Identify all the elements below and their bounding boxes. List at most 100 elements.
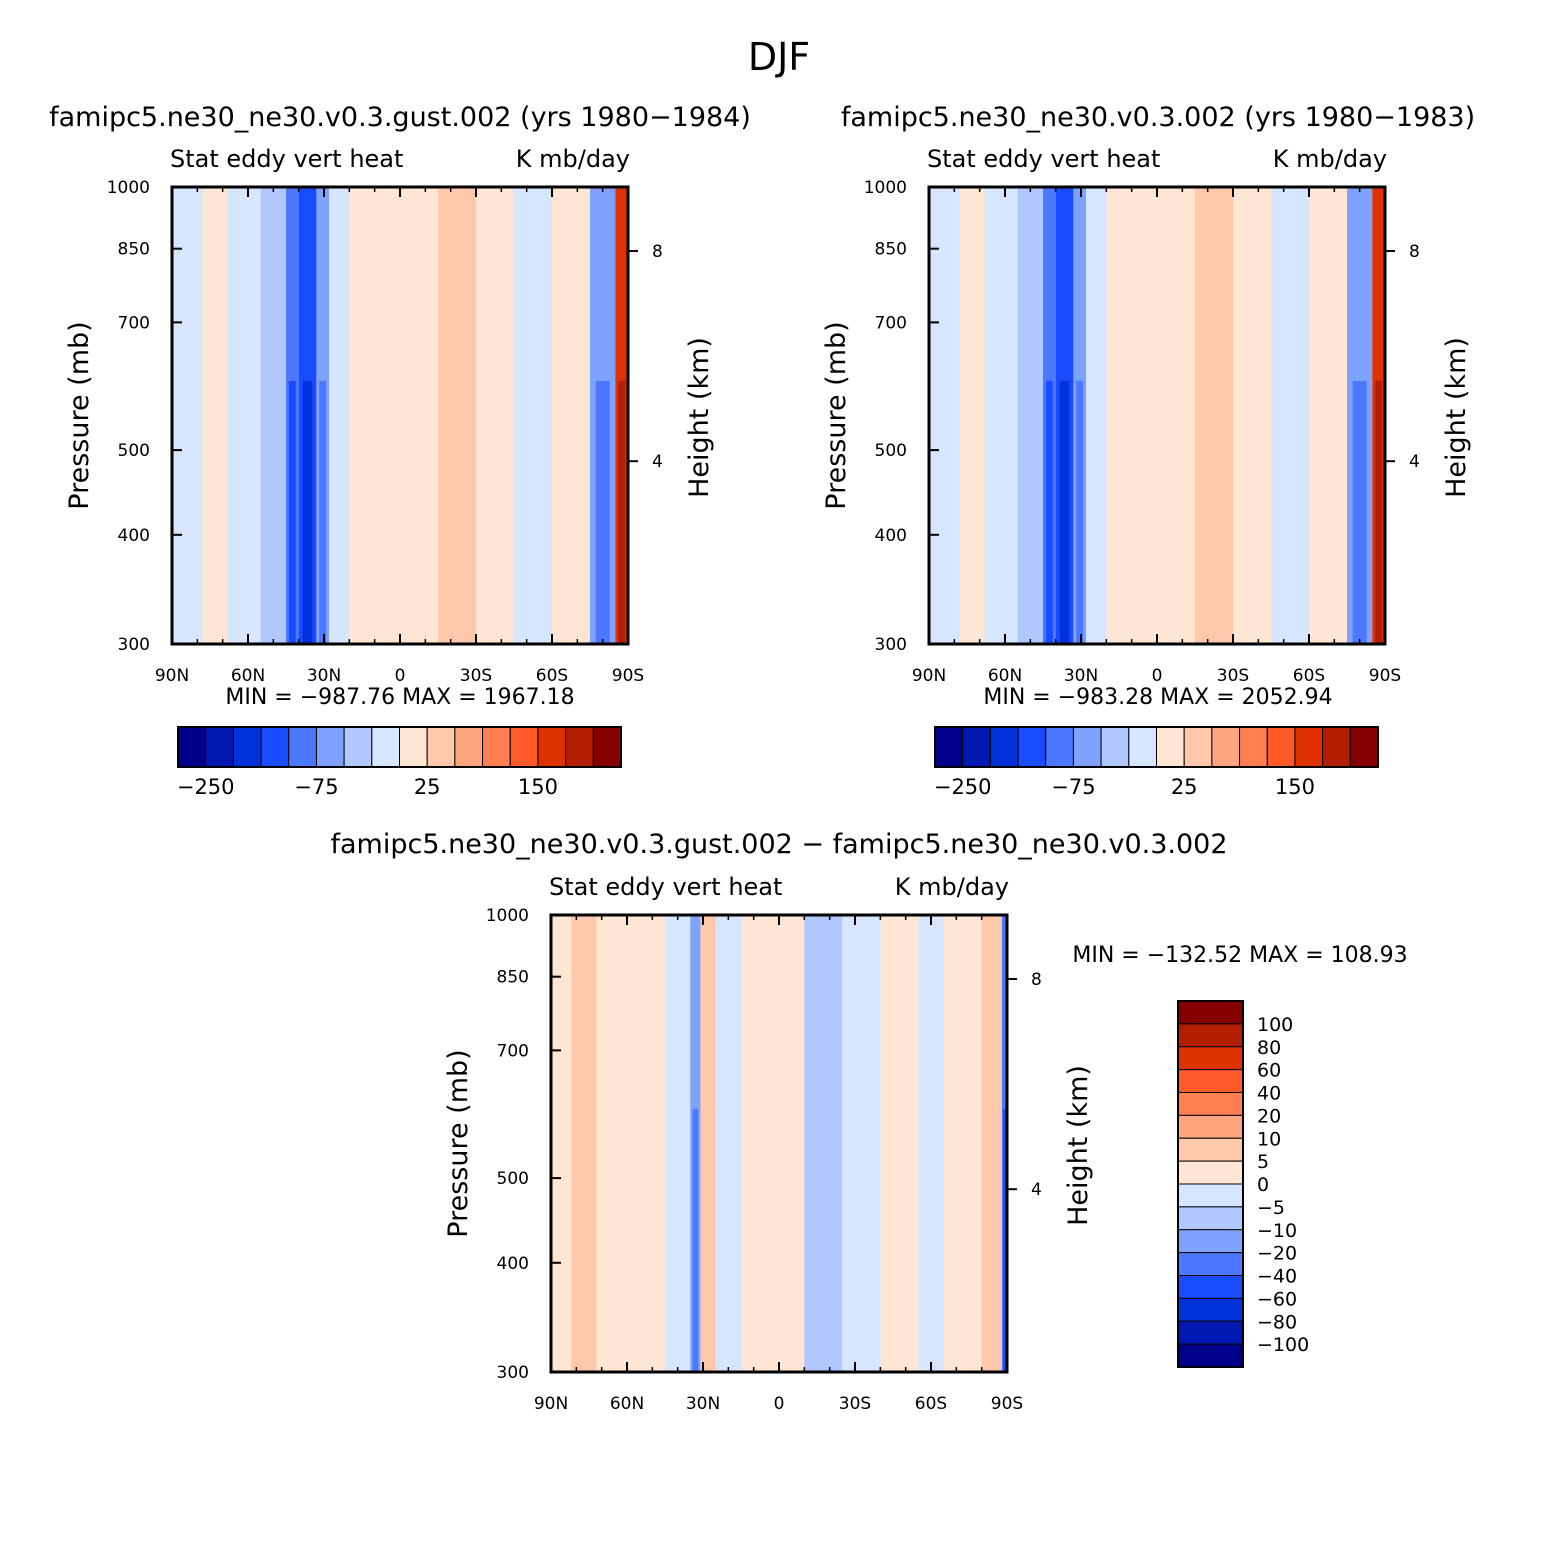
x-tick-label: 90N bbox=[912, 666, 946, 686]
colorbar-swatch bbox=[1266, 726, 1296, 768]
colorbar-swatch bbox=[1128, 726, 1157, 768]
min-max-label: MIN = −983.28 MAX = 2052.94 bbox=[983, 685, 1332, 710]
colorbar-label: 25 bbox=[1171, 775, 1198, 799]
field-band bbox=[880, 915, 919, 1372]
y-right-axis-label: Height (km) bbox=[684, 337, 715, 498]
x-tick-label: 60N bbox=[610, 1394, 644, 1414]
field-band bbox=[741, 915, 779, 1372]
field-band bbox=[227, 187, 261, 644]
colorbar-swatch bbox=[1072, 726, 1102, 768]
variable-label: Stat eddy vert heat bbox=[170, 145, 403, 173]
colorbar-swatch bbox=[426, 726, 456, 768]
colorbar-swatch bbox=[1177, 1252, 1244, 1276]
colorbar-swatch bbox=[1177, 1000, 1244, 1025]
colorbar-label: −60 bbox=[1257, 1288, 1297, 1310]
field-band bbox=[571, 915, 597, 1372]
field-core bbox=[618, 380, 626, 644]
colorbar-swatch bbox=[565, 726, 594, 768]
y-right-axis-label: Height (km) bbox=[1441, 337, 1472, 498]
field-band bbox=[1144, 187, 1195, 644]
x-tick-label: 30S bbox=[839, 1394, 871, 1414]
y-tick-label: 700 bbox=[875, 313, 907, 333]
field-band bbox=[981, 915, 1002, 1372]
colorbar-swatch bbox=[1177, 1297, 1244, 1322]
field-band bbox=[387, 187, 438, 644]
panel-gust: famipc5.ne30_ne30.v0.3.gust.002 (yrs 198… bbox=[49, 102, 751, 799]
y-tick-label: 1000 bbox=[486, 906, 529, 926]
colorbar-swatch bbox=[509, 726, 539, 768]
colorbar-swatch bbox=[989, 726, 1019, 768]
colorbar-swatch bbox=[1177, 1183, 1244, 1208]
x-tick-label: 90S bbox=[991, 1394, 1023, 1414]
colorbar-swatch bbox=[399, 726, 428, 768]
field-band bbox=[918, 915, 944, 1372]
colorbar-label: −250 bbox=[934, 775, 992, 799]
colorbar-swatch bbox=[260, 726, 290, 768]
x-tick-label: 30S bbox=[460, 666, 492, 686]
field-band bbox=[959, 187, 985, 644]
y-tick-label: 500 bbox=[875, 441, 907, 461]
colorbar-label: −20 bbox=[1257, 1243, 1297, 1265]
y-tick-label: 1000 bbox=[864, 178, 907, 198]
field-band bbox=[349, 187, 388, 644]
field-band bbox=[552, 187, 590, 644]
colorbar-label: −75 bbox=[1051, 775, 1095, 799]
field-band bbox=[665, 915, 691, 1372]
colorbar-swatch bbox=[934, 726, 964, 768]
colorbar-swatch bbox=[454, 726, 484, 768]
colorbar-swatch bbox=[1239, 726, 1268, 768]
y-tick-label: 850 bbox=[118, 240, 150, 260]
colorbar-swatch bbox=[1156, 726, 1185, 768]
x-tick-label: 90N bbox=[534, 1394, 568, 1414]
colorbar-label: 25 bbox=[414, 775, 441, 799]
colorbar-label: 150 bbox=[518, 775, 558, 799]
y-right-tick-label: 8 bbox=[652, 242, 663, 262]
colorbar-swatch bbox=[1177, 1114, 1244, 1139]
panel-title: famipc5.ne30_ne30.v0.3.gust.002 (yrs 198… bbox=[49, 102, 751, 133]
colorbar-swatch bbox=[1177, 1275, 1244, 1299]
field-band bbox=[260, 187, 286, 644]
field-band bbox=[514, 187, 552, 644]
units-label: K mb/day bbox=[1273, 145, 1387, 173]
y-tick-label: 300 bbox=[497, 1363, 529, 1383]
field-core bbox=[692, 1108, 699, 1372]
x-tick-label: 0 bbox=[774, 1394, 785, 1414]
colorbar-label: 10 bbox=[1257, 1128, 1281, 1150]
min-max-label: MIN = −132.52 MAX = 108.93 bbox=[1072, 943, 1407, 968]
x-tick-label: 30S bbox=[1217, 666, 1249, 686]
colorbar-label: −10 bbox=[1257, 1220, 1297, 1242]
field-core bbox=[1059, 380, 1070, 644]
colorbar-swatch bbox=[1177, 1046, 1244, 1071]
field-band bbox=[1271, 187, 1309, 644]
colorbar-frame bbox=[177, 726, 622, 768]
colorbar-swatch bbox=[482, 726, 511, 768]
y-right-tick-label: 4 bbox=[1409, 452, 1420, 472]
y-tick-label: 500 bbox=[497, 1169, 529, 1189]
x-tick-label: 60S bbox=[536, 666, 568, 686]
variable-label: Stat eddy vert heat bbox=[927, 145, 1160, 173]
field-core bbox=[1003, 1108, 1006, 1372]
field-band bbox=[1086, 187, 1107, 644]
colorbar-swatch bbox=[205, 726, 234, 768]
colorbar-swatch bbox=[177, 726, 207, 768]
colorbar-swatch bbox=[537, 726, 567, 768]
colorbar-label: 40 bbox=[1257, 1083, 1281, 1105]
colorbar-swatch bbox=[232, 726, 262, 768]
field-band bbox=[1106, 187, 1145, 644]
y-tick-label: 400 bbox=[875, 526, 907, 546]
y-tick-label: 400 bbox=[497, 1254, 529, 1274]
colorbar-label: 5 bbox=[1257, 1151, 1269, 1173]
x-tick-label: 30N bbox=[686, 1394, 720, 1414]
field-band bbox=[202, 187, 228, 644]
field-band bbox=[715, 915, 741, 1372]
colorbar-swatch bbox=[962, 726, 991, 768]
field-band bbox=[627, 915, 665, 1372]
field-core bbox=[595, 380, 610, 644]
y-right-axis-label: Height (km) bbox=[1063, 1065, 1094, 1226]
field-band bbox=[476, 187, 514, 644]
field-band bbox=[1233, 187, 1271, 644]
panel-title: famipc5.ne30_ne30.v0.3.002 (yrs 1980−198… bbox=[841, 102, 1475, 133]
y-tick-label: 300 bbox=[875, 635, 907, 655]
colorbar-label: −40 bbox=[1257, 1266, 1297, 1288]
